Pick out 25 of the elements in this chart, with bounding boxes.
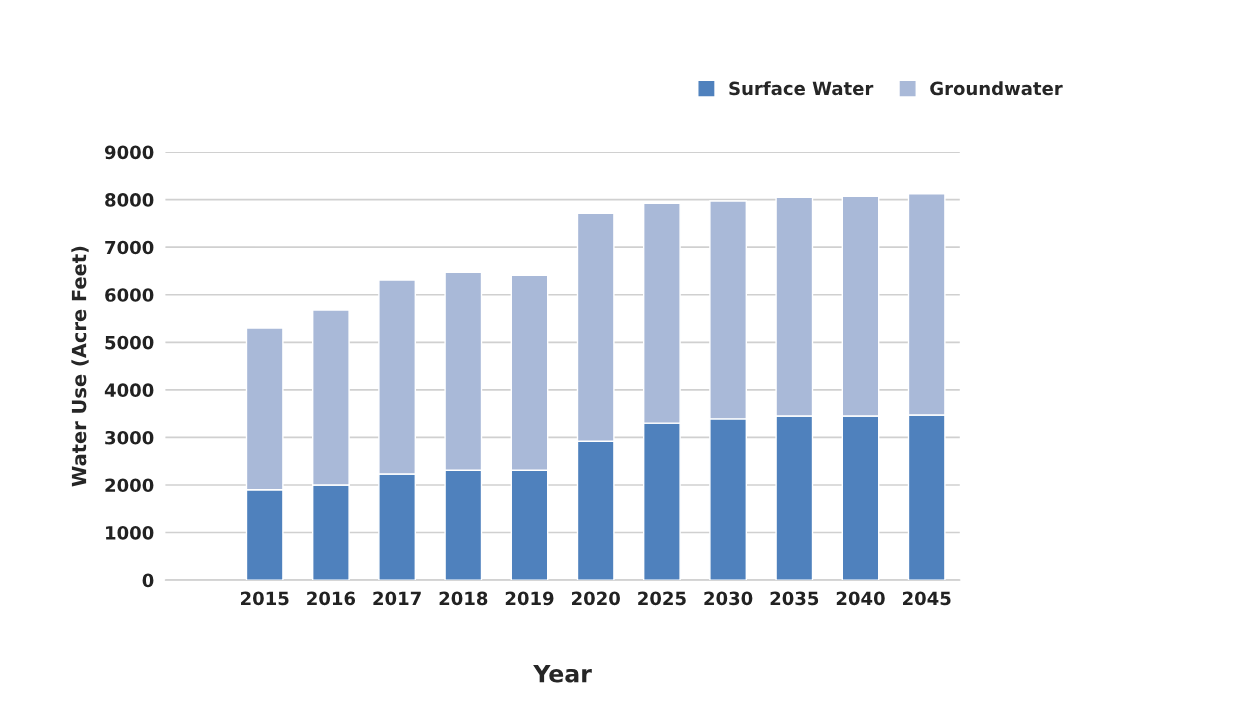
y-tick-label: 3000: [105, 430, 154, 445]
x-tick-label: 2019: [505, 591, 554, 606]
x-axis-title: Year: [533, 664, 592, 683]
x-tick-label: 2020: [572, 591, 620, 606]
x-tick-label: 2025: [638, 591, 686, 606]
y-tick-label: 2000: [105, 478, 154, 493]
x-tick-label: 2016: [307, 591, 356, 606]
y-tick-label: 4000: [104, 383, 154, 397]
y-tick-label: 0: [142, 573, 154, 588]
x-tick-label: 2015: [241, 591, 289, 606]
legend-label: Surface Water: [729, 81, 874, 96]
y-tick-label: 6000: [105, 288, 154, 302]
x-tick-label: 2030: [704, 591, 753, 606]
y-tick-label: 1000: [106, 526, 154, 540]
x-tick-label: 2045: [903, 591, 951, 606]
legend-label: Groundwater: [930, 81, 1063, 96]
x-tick-label: 2018: [439, 591, 488, 606]
y-axis-title: Water Use (Acre Feet): [71, 246, 89, 487]
x-tick-label: 2017: [373, 591, 421, 606]
x-tick-label: 2035: [770, 591, 819, 606]
y-tick-label: 9000: [104, 145, 154, 160]
x-tick-label: 2040: [836, 591, 885, 606]
y-tick-label: 7000: [105, 240, 154, 255]
y-tick-label: 8000: [105, 193, 154, 207]
y-tick-label: 5000: [105, 335, 154, 350]
